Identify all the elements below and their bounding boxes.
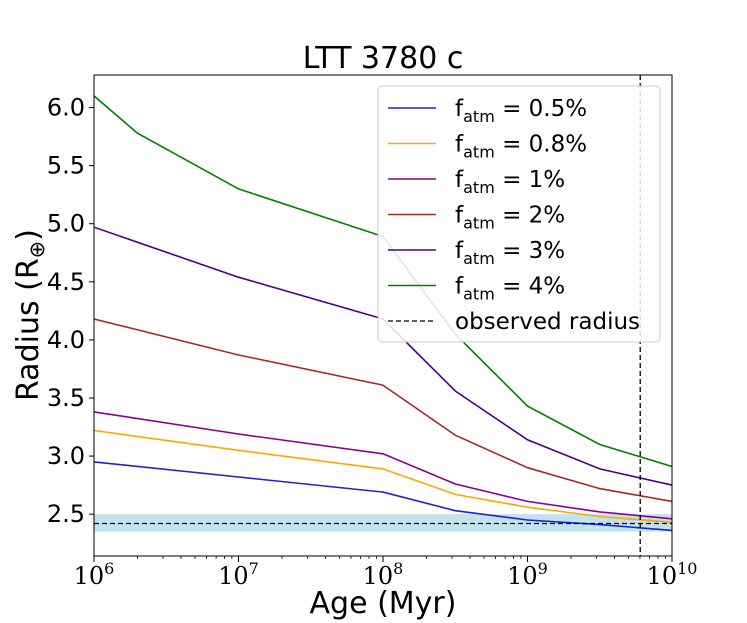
x-tick-label-1: 107 [218, 559, 259, 590]
legend-label-0: fatm = 0.5% [455, 96, 587, 126]
legend-label-3: fatm = 2% [455, 203, 565, 233]
legend-box [377, 85, 661, 343]
legend-label-4: fatm = 3% [455, 238, 565, 268]
y-tick-label-4: 4.5 [47, 268, 85, 296]
chart-title: LTT 3780 c [303, 41, 464, 76]
legend-label-5: fatm = 4% [455, 274, 565, 304]
y-axis: 2.5 3.0 3.5 4.0 4.5 5.0 5.5 6.0 [47, 94, 94, 528]
series-line-4 [94, 226, 672, 486]
y-tick-label-0: 2.5 [47, 500, 85, 528]
x-tick-label-4: 1010 [647, 559, 698, 590]
legend-label-2: fatm = 1% [455, 167, 565, 197]
legend-label-1: fatm = 0.8% [455, 132, 587, 162]
y-axis-label: Radius (R⊕) [11, 229, 49, 401]
y-tick-label-3: 4.0 [47, 326, 85, 354]
y-tick-label-1: 3.0 [47, 442, 85, 470]
series-line-2 [94, 411, 672, 520]
y-tick-label-7: 6.0 [47, 94, 85, 122]
x-tick-label-3: 109 [507, 559, 548, 590]
legend: fatm = 0.5% fatm = 0.8% fatm = 1% fatm = 2%… [377, 85, 661, 343]
series-layer [94, 95, 672, 532]
y-axis-label-text: Radius (R [11, 258, 46, 401]
x-tick-label-0: 106 [74, 559, 115, 590]
y-tick-label-2: 3.5 [47, 384, 85, 412]
series-line-1 [94, 429, 672, 524]
x-axis-label: Age (Myr) [310, 586, 457, 621]
series-line-3 [94, 318, 672, 503]
y-tick-label-6: 5.5 [47, 152, 85, 180]
legend-label-observed: observed radius [455, 309, 640, 335]
x-tick-label-2: 108 [363, 559, 404, 590]
series-line-0 [94, 461, 672, 532]
x-axis: 106 107 108 109 1010 [74, 556, 698, 590]
y-axis-label-close: ) [11, 229, 46, 241]
earth-symbol: ⊕ [25, 241, 49, 259]
y-tick-label-5: 5.0 [47, 210, 85, 238]
